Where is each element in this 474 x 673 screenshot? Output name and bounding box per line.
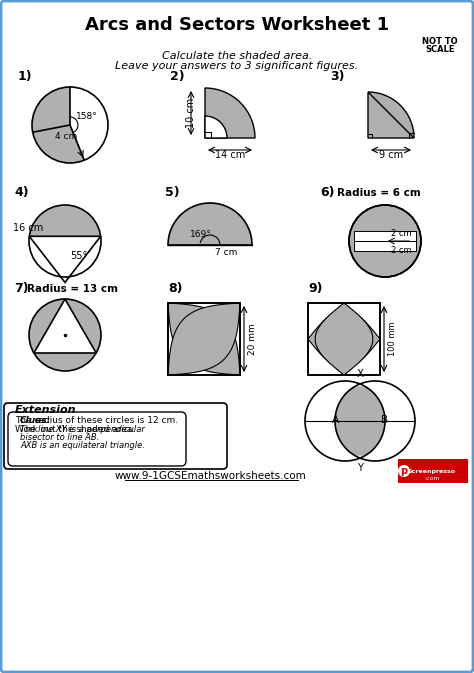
Text: 2 cm: 2 cm [391,229,411,238]
Polygon shape [168,303,240,375]
Text: Extension: Extension [15,405,76,415]
Text: 20 mm: 20 mm [248,323,257,355]
Text: The radius of these circles is 12 cm.: The radius of these circles is 12 cm. [15,416,178,425]
Wedge shape [205,88,255,138]
Text: 7 cm: 7 cm [215,248,237,257]
Bar [355,231,416,241]
Text: Calculate the shaded area.: Calculate the shaded area. [162,51,312,61]
Wedge shape [33,125,84,163]
Text: 4): 4) [14,186,28,199]
Text: 16 cm: 16 cm [13,223,43,233]
FancyBboxPatch shape [4,403,227,469]
Bar [168,303,240,375]
Wedge shape [205,116,227,138]
Text: 4 cm: 4 cm [55,132,77,141]
Text: SCALE: SCALE [425,46,455,55]
Text: Radius = 13 cm: Radius = 13 cm [27,284,118,294]
Text: NOT TO: NOT TO [422,38,458,46]
Bar [308,303,380,375]
Text: 2 cm: 2 cm [391,246,411,255]
Text: 8): 8) [168,282,182,295]
Wedge shape [32,87,70,133]
Bar [355,241,416,251]
Text: Arcs and Sectors Worksheet 1: Arcs and Sectors Worksheet 1 [85,16,389,34]
Text: 10 cm: 10 cm [186,98,196,128]
Text: 3): 3) [330,70,345,83]
Polygon shape [34,299,96,353]
Text: B: B [382,415,389,425]
FancyBboxPatch shape [8,412,186,466]
Polygon shape [315,303,373,375]
Text: Work out the shaded area.: Work out the shaded area. [15,425,135,434]
Text: Clues:: Clues: [20,416,51,425]
Text: 55°: 55° [70,251,87,261]
Polygon shape [368,92,414,138]
Text: 7): 7) [14,282,28,295]
Text: 2): 2) [170,70,185,83]
Text: The line XY is a perpendicular: The line XY is a perpendicular [20,425,145,434]
Text: 14 cm: 14 cm [215,150,245,160]
Polygon shape [168,303,240,375]
Text: AXB is an equilateral triangle.: AXB is an equilateral triangle. [20,441,145,450]
Text: 1): 1) [18,70,33,83]
Bar [308,303,380,375]
Text: Screenpresso: Screenpresso [408,468,456,474]
Text: 9 cm: 9 cm [379,150,403,160]
Text: Leave your answers to 3 significant figures.: Leave your answers to 3 significant figu… [116,61,358,71]
Text: 158°: 158° [76,112,98,121]
Wedge shape [168,203,252,245]
Bar [398,459,468,483]
Text: Radius = 6 cm: Radius = 6 cm [337,188,421,198]
Text: bisector to line AB.: bisector to line AB. [20,433,99,442]
Circle shape [349,205,421,277]
Circle shape [398,465,410,477]
Text: 169°: 169° [190,230,212,239]
Bar [168,303,240,375]
Text: www.9-1GCSEmathsworksheets.com: www.9-1GCSEmathsworksheets.com [114,471,306,481]
Polygon shape [308,310,380,367]
Text: 5): 5) [165,186,180,199]
Circle shape [29,299,101,371]
Text: 9): 9) [308,282,322,295]
Polygon shape [29,205,100,236]
Text: X: X [356,369,364,379]
Text: 6): 6) [320,186,335,199]
Text: 100 mm: 100 mm [388,322,397,356]
Text: Y: Y [357,463,363,473]
Text: A: A [331,415,338,425]
Text: p: p [401,466,408,476]
Polygon shape [335,386,385,456]
Text: .com: .com [424,476,440,481]
